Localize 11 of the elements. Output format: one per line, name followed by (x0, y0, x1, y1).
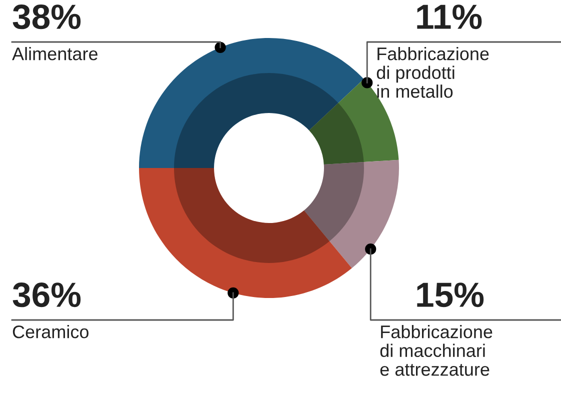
data-label: 11% (417, 4, 482, 30)
donut-slice (139, 168, 352, 298)
slice-label: Fabbricazione di prodotti in metallo (376, 47, 489, 98)
donut-slice (304, 160, 399, 268)
donut-slice (139, 38, 364, 168)
data-label: 15% (417, 282, 484, 308)
slice-label: Alimentare (12, 47, 98, 60)
slice-label: Ceramico (12, 325, 88, 338)
data-label: 38% (12, 4, 81, 30)
data-label: 36% (12, 282, 81, 308)
slice-label: Fabbricazione di macchinari e attrezzature (380, 325, 492, 376)
